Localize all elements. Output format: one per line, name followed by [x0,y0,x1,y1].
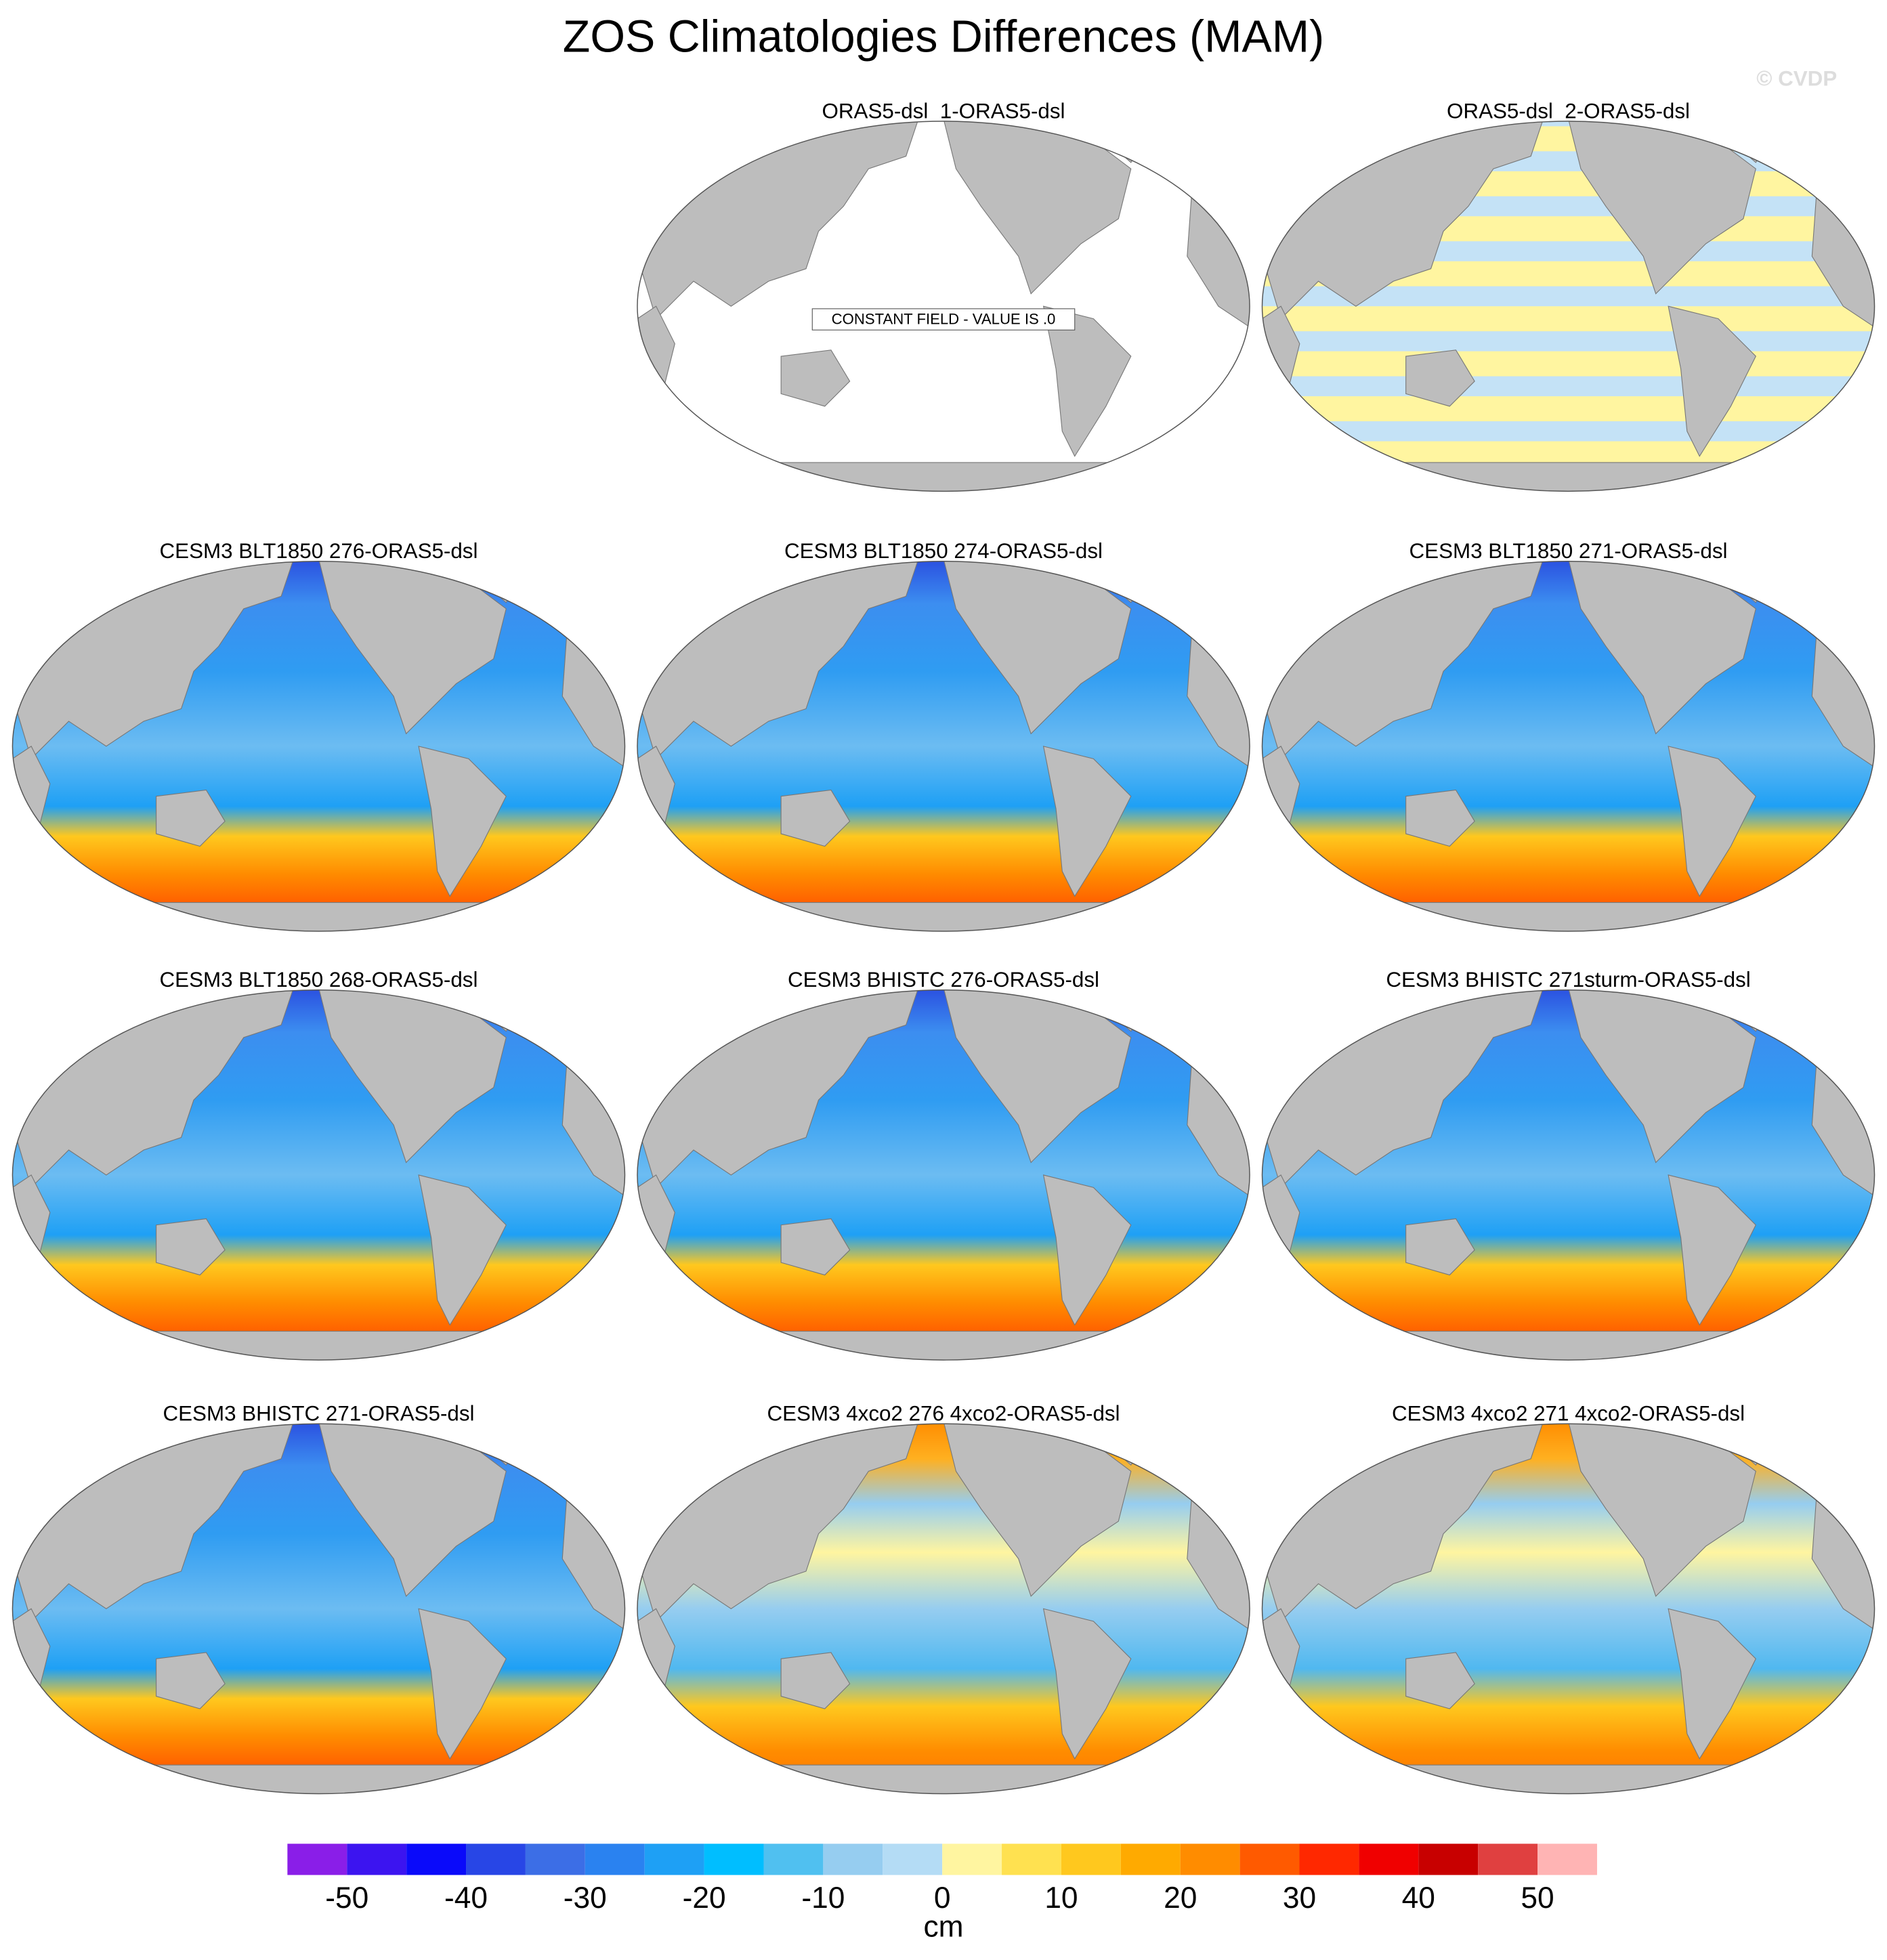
ocean-field [12,1424,625,1794]
map [637,1424,1250,1794]
map [12,1424,625,1794]
colorbar-tick-label: 0 [934,1881,951,1915]
figure-title: ZOS Climatologies Differences (MAM) [563,12,1324,62]
colorbar-bin [704,1844,764,1875]
ocean-field [637,561,1250,932]
colorbar-tick-label: 40 [1402,1881,1435,1915]
colorbar-bin [347,1844,407,1875]
colorbar: -50 -40 -30 -20 -10 0 10 20 30 40 50 cm [287,1844,1597,1944]
map-border [1261,1423,1875,1795]
panel-title: ORAS5-dsl_1-ORAS5-dsl [822,99,1065,123]
annotation: CONSTANT FIELD - VALUE IS .0 [832,310,1056,327]
map-border [637,121,1250,492]
colorbar-bin [942,1844,1002,1875]
colorbar-tick-label: -30 [564,1881,607,1915]
colorbar-tick-label: 20 [1164,1881,1197,1915]
annotation-box [811,308,1076,331]
map-border [1261,121,1875,492]
panels: ORAS5-dsl_1-ORAS5-dsl CONSTANT FIELD - VA… [12,99,1875,1795]
map-border [1261,989,1875,1361]
map-border [637,560,1250,932]
panel-title: CESM3 BLT1850 268-ORAS5-dsl [160,968,478,992]
map [637,561,1250,932]
colorbar-bin [585,1844,645,1875]
map-panel: CESM3 BLT1850 268-ORAS5-dsl [12,968,626,1361]
map-panel: CESM3 BHISTC 271-ORAS5-dsl [12,1402,626,1795]
colorbar-tick-label: -10 [801,1881,845,1915]
map [1262,1424,1875,1794]
colorbar-bin [1061,1844,1121,1875]
map-panel: CESM3 BHISTC 271sturm-ORAS5-dsl [1261,968,1875,1361]
ocean-field [12,989,625,1361]
colorbar-bin [1478,1844,1538,1875]
map-panel: CESM3 4xco2 276 4xco2-ORAS5-dsl [637,1402,1250,1795]
colorbar-bin [1120,1844,1181,1875]
map-border [12,1423,626,1795]
colorbar-bin [1180,1844,1240,1875]
colorbar-bin [1359,1844,1419,1875]
map-border [637,1423,1250,1795]
colorbar-bin [1239,1844,1300,1875]
map-panel: ORAS5-dsl_2-ORAS5-dsl [1261,99,1875,492]
map-border [12,560,626,932]
ocean-field [637,121,1250,492]
map-border [637,989,1250,1361]
ocean-field [1262,121,1875,492]
colorbar-bin [823,1844,883,1875]
colorbar-tick-label: 10 [1044,1881,1078,1915]
colorbar-bin [287,1844,347,1875]
map [1262,121,1875,492]
ocean-field [637,989,1250,1361]
map [1262,989,1875,1361]
colorbar-bin [406,1844,467,1875]
map [12,989,625,1361]
panel-title: CESM3 BLT1850 276-ORAS5-dsl [160,539,478,563]
map [1262,561,1875,932]
colorbar-bin [1418,1844,1479,1875]
map-panel: CESM3 BLT1850 276-ORAS5-dsl [12,539,626,932]
map [637,121,1250,492]
map [12,561,625,932]
colorbar-bin [466,1844,526,1875]
map-panel: ORAS5-dsl_1-ORAS5-dsl CONSTANT FIELD - VA… [637,99,1250,492]
ocean-field [1262,1424,1875,1794]
colorbar-tick-label: 30 [1283,1881,1316,1915]
panel-title: CESM3 BLT1850 274-ORAS5-dsl [784,539,1103,563]
panel-title: CESM3 BLT1850 271-ORAS5-dsl [1409,539,1728,563]
colorbar-bin [1299,1844,1359,1875]
map [637,989,1250,1361]
colorbar-tick-label: -50 [325,1881,368,1915]
colorbar-bin [644,1844,704,1875]
ocean-field [12,561,625,932]
colorbar-bin [883,1844,943,1875]
colorbar-tick-label: -20 [683,1881,726,1915]
ocean-field [1262,561,1875,932]
map-border [1261,560,1875,932]
panel-title: CESM3 BHISTC 271-ORAS5-dsl [163,1402,474,1426]
panel-title: CESM3 4xco2 271 4xco2-ORAS5-dsl [1392,1402,1745,1426]
map-panel: CESM3 4xco2 271 4xco2-ORAS5-dsl [1261,1402,1875,1795]
colorbar-bin [763,1844,824,1875]
ocean-field [1262,989,1875,1361]
ocean-field [637,1424,1250,1794]
colorbar-bin [525,1844,585,1875]
panel-title: CESM3 BHISTC 276-ORAS5-dsl [788,968,1099,992]
panel-title: ORAS5-dsl_2-ORAS5-dsl [1447,99,1690,123]
map-border [12,989,626,1361]
panel-title: CESM3 BHISTC 271sturm-ORAS5-dsl [1386,968,1750,992]
colorbar-label: cm [923,1911,963,1944]
colorbar-bin [1538,1844,1597,1875]
watermark: © CVDP [1756,66,1837,90]
map-panel: CESM3 BHISTC 276-ORAS5-dsl [637,968,1250,1361]
colorbar-tick-label: 50 [1521,1881,1554,1915]
colorbar-tick-label: -40 [444,1881,488,1915]
map-panel: CESM3 BLT1850 271-ORAS5-dsl [1261,539,1875,932]
panel-title: CESM3 4xco2 276 4xco2-ORAS5-dsl [767,1402,1120,1426]
map-panel: CESM3 BLT1850 274-ORAS5-dsl [637,539,1250,932]
colorbar-bin [1002,1844,1061,1875]
